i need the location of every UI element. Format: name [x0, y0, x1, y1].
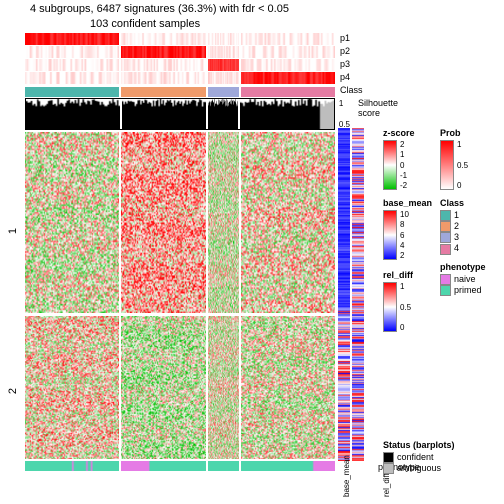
heatmap-row1 — [25, 132, 335, 313]
legend-class: Class 1234 — [440, 198, 464, 255]
page-subtitle: 103 confident samples — [90, 18, 200, 30]
legend-prob: Prob 10.50 — [440, 128, 468, 190]
p4-label: p4 — [340, 72, 350, 82]
legend-status: Status (barplots) confidentambiguous — [383, 440, 455, 474]
legend-basemean: base_mean 108642 — [383, 198, 432, 260]
p2-label: p2 — [340, 46, 350, 56]
phenotype-track — [25, 461, 335, 471]
class-track — [25, 87, 335, 97]
sil-axis: 10.5 — [339, 99, 350, 129]
silhouette-track: 10.5 — [25, 98, 335, 130]
p4-track — [25, 72, 335, 84]
legend-phenotype: phenotype naiveprimed — [440, 262, 486, 296]
p3-label: p3 — [340, 59, 350, 69]
p1-track — [25, 33, 335, 45]
p2-track — [25, 46, 335, 58]
sil-label: Silhouette score — [358, 98, 398, 118]
p1-label: p1 — [340, 33, 350, 43]
class-label: Class — [340, 85, 363, 95]
main-panel: 10.5 — [25, 33, 335, 471]
side-columns — [338, 128, 374, 461]
legend-zscore: z-score 210-1-2 — [383, 128, 415, 190]
row-label-2: 2 — [7, 388, 19, 394]
base-mean-column — [338, 128, 350, 461]
row-label-1: 1 — [7, 228, 19, 234]
p3-track — [25, 59, 335, 71]
legend-reldiff: rel_diff 10.50 — [383, 270, 413, 332]
page-title: 4 subgroups, 6487 signatures (36.3%) wit… — [30, 3, 289, 15]
rel-diff-column — [352, 128, 364, 461]
heatmap-row2 — [25, 316, 335, 459]
